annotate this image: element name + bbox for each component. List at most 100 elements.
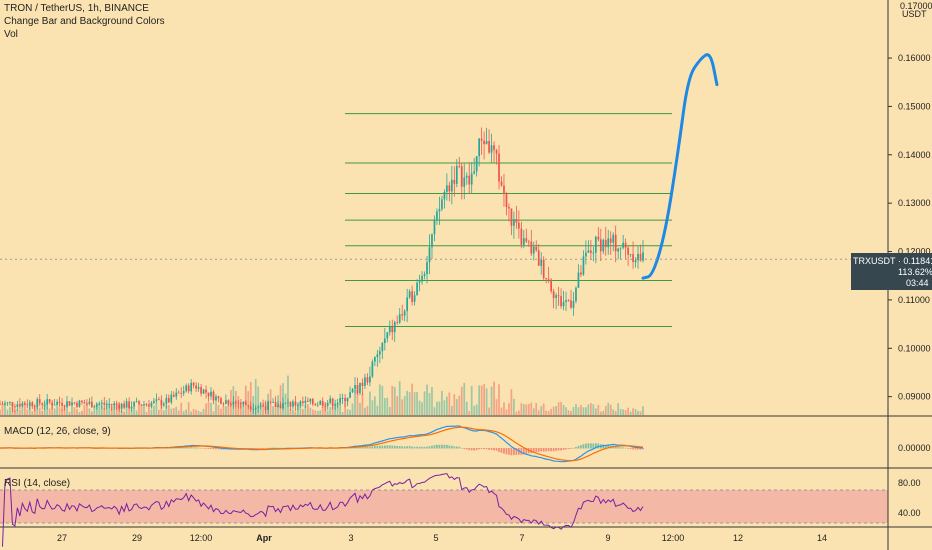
candle-body[interactable] — [14, 406, 16, 408]
candle-body[interactable] — [28, 402, 31, 406]
candle-body[interactable] — [545, 278, 548, 279]
candle-body[interactable] — [234, 401, 237, 403]
candle-body[interactable] — [170, 394, 173, 403]
candle-body[interactable] — [388, 326, 391, 333]
candle-body[interactable] — [123, 403, 125, 408]
candle-body[interactable] — [98, 403, 101, 405]
candle-body[interactable] — [93, 406, 96, 408]
candle-body[interactable] — [125, 401, 128, 408]
candle-body[interactable] — [155, 399, 158, 401]
candle-body[interactable] — [237, 402, 240, 404]
candle-body[interactable] — [212, 391, 215, 401]
candle-body[interactable] — [582, 256, 585, 275]
candle-body[interactable] — [81, 400, 83, 403]
price-axis[interactable]: 0.17000 USDT 0.16000 0.15000 0.14000 0.1300… — [888, 1, 932, 402]
candle-body[interactable] — [277, 404, 279, 407]
candle-body[interactable] — [473, 171, 476, 174]
candle-body[interactable] — [113, 403, 116, 406]
candle-body[interactable] — [446, 185, 448, 192]
candle-body[interactable] — [450, 179, 453, 192]
candle-body[interactable] — [356, 385, 359, 394]
candle-body[interactable] — [570, 300, 572, 308]
candle-body[interactable] — [165, 397, 168, 404]
candle-body[interactable] — [520, 228, 523, 245]
candle-body[interactable] — [287, 402, 289, 403]
candle-body[interactable] — [242, 401, 245, 404]
candle-body[interactable] — [18, 404, 21, 407]
candle-body[interactable] — [175, 392, 178, 397]
candle-body[interactable] — [321, 400, 324, 406]
candle-body[interactable] — [599, 239, 602, 252]
candle-body[interactable] — [71, 402, 73, 406]
symbol-title[interactable]: TRON / TetherUS, 1h, BINANCE — [4, 3, 149, 14]
candle-body[interactable] — [575, 287, 577, 302]
candle-body[interactable] — [431, 234, 433, 248]
candle-body[interactable] — [542, 259, 545, 279]
candle-body[interactable] — [269, 401, 272, 403]
candle-body[interactable] — [128, 401, 130, 409]
candle-body[interactable] — [130, 406, 133, 409]
candle-body[interactable] — [453, 179, 456, 184]
candle-body[interactable] — [378, 351, 381, 355]
candle-body[interactable] — [314, 404, 317, 406]
candle-body[interactable] — [383, 338, 386, 344]
candle-body[interactable] — [297, 405, 299, 407]
candle-body[interactable] — [369, 376, 371, 383]
candle-body[interactable] — [267, 401, 269, 411]
candle-body[interactable] — [513, 219, 515, 226]
candle-body[interactable] — [46, 399, 49, 405]
candle-body[interactable] — [540, 259, 543, 266]
candle-body[interactable] — [21, 402, 24, 407]
candle-body[interactable] — [594, 236, 597, 253]
candle-body[interactable] — [259, 405, 262, 407]
candle-body[interactable] — [73, 402, 76, 404]
candle-body[interactable] — [192, 382, 195, 386]
candle-body[interactable] — [58, 401, 61, 403]
candle-body[interactable] — [118, 404, 121, 409]
candle-body[interactable] — [222, 403, 225, 405]
candle-body[interactable] — [53, 404, 56, 406]
candle-body[interactable] — [619, 247, 622, 249]
candle-body[interactable] — [567, 300, 570, 301]
candle-body[interactable] — [376, 354, 379, 357]
candle-body[interactable] — [197, 387, 200, 389]
candle-body[interactable] — [505, 193, 508, 207]
candle-body[interactable] — [272, 402, 274, 403]
candle-body[interactable] — [249, 406, 252, 410]
candle-body[interactable] — [622, 242, 625, 248]
candle-body[interactable] — [38, 399, 41, 404]
candle-body[interactable] — [351, 388, 354, 393]
candle-body[interactable] — [217, 396, 220, 399]
candle-body[interactable] — [306, 400, 309, 402]
candle-body[interactable] — [185, 385, 188, 392]
candle-body[interactable] — [262, 405, 265, 407]
candle-body[interactable] — [443, 191, 446, 200]
candle-body[interactable] — [550, 279, 553, 292]
candle-body[interactable] — [391, 326, 394, 333]
candle-body[interactable] — [503, 185, 505, 194]
candle-body[interactable] — [145, 404, 148, 405]
horizontal-levels[interactable] — [345, 113, 672, 328]
candle-body[interactable] — [66, 401, 68, 407]
candle-body[interactable] — [264, 406, 267, 411]
candle-body[interactable] — [361, 382, 364, 386]
candle-body[interactable] — [302, 401, 304, 404]
candle-body[interactable] — [597, 236, 600, 240]
candle-body[interactable] — [624, 242, 627, 248]
candle-body[interactable] — [88, 401, 91, 404]
candle-body[interactable] — [637, 253, 639, 261]
candle-body[interactable] — [294, 401, 297, 406]
candle-body[interactable] — [316, 404, 319, 406]
candle-body[interactable] — [602, 239, 605, 252]
candle-body[interactable] — [207, 392, 210, 397]
candle-body[interactable] — [210, 391, 212, 397]
candle-body[interactable] — [560, 296, 562, 307]
candle-body[interactable] — [470, 173, 473, 185]
candle-body[interactable] — [530, 241, 533, 254]
candle-body[interactable] — [133, 401, 135, 407]
candle-body[interactable] — [244, 401, 247, 406]
candle-body[interactable] — [105, 404, 108, 406]
candle-body[interactable] — [279, 404, 282, 409]
candle-body[interactable] — [230, 403, 232, 405]
candle-body[interactable] — [172, 394, 175, 397]
